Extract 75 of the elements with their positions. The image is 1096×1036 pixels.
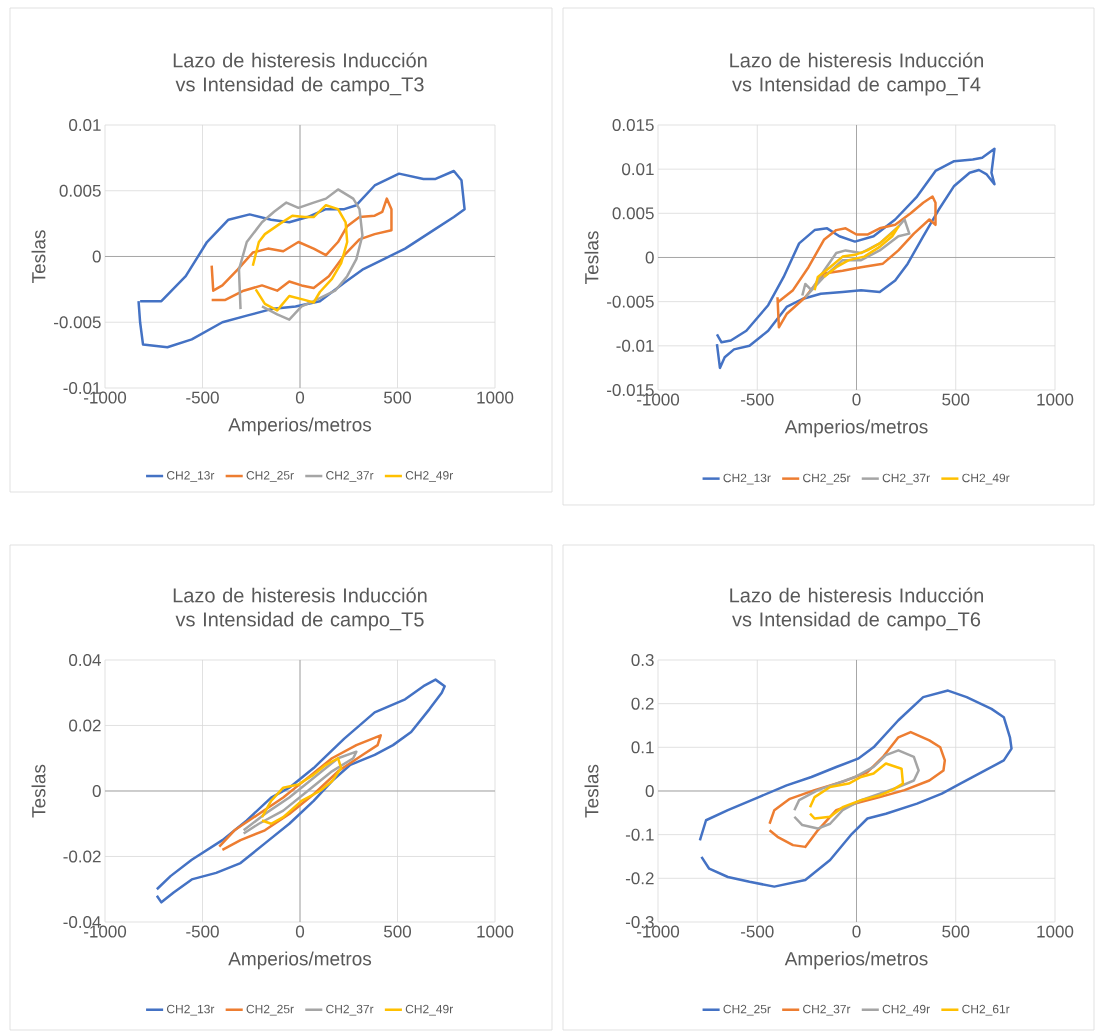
y-tick-label: 0 [92, 784, 101, 798]
legend-label: CH2_49r [405, 1004, 453, 1016]
y-tick-label: 0 [645, 251, 654, 264]
x-tick-label: 500 [942, 393, 970, 406]
x-axis-title: Amperios/metros [784, 419, 928, 438]
x-tick-label: 1000 [477, 391, 514, 404]
y-tick-label: -0.2 [625, 872, 654, 885]
line-series [776, 195, 937, 329]
y-tick-label: 0.005 [612, 207, 654, 220]
y-tick-label: -0.01 [616, 339, 654, 352]
x-axis-title: Amperios/metros [784, 951, 928, 970]
chart-title: Lazo de histeresis Inducción vs Intensidad de campo_T6 [730, 587, 983, 631]
line-series [210, 197, 393, 302]
line-series [808, 762, 905, 820]
x-tick-label: 500 [942, 925, 970, 938]
y-tick-label: 0.3 [631, 653, 654, 667]
line-series [137, 169, 466, 349]
legend-label: CH2_13r [167, 471, 215, 482]
legend-label: CH2_49r [405, 471, 453, 482]
legend-label: CH2_25r [723, 1004, 771, 1016]
x-tick-label: 500 [384, 925, 412, 938]
legend-label: CH2_49r [962, 473, 1010, 485]
legend-label: CH2_13r [723, 473, 771, 485]
y-tick-label: 0.01 [69, 118, 101, 132]
x-tick-label: -500 [186, 391, 219, 404]
x-tick-label: -500 [740, 925, 774, 938]
y-tick-label: 0.015 [612, 118, 654, 132]
legend-label: CH2_13r [167, 1004, 215, 1016]
x-tick-label: 1000 [1037, 925, 1074, 938]
line-series [251, 203, 349, 312]
x-tick-label: -500 [740, 393, 774, 406]
y-axis-title: Teslas [31, 230, 46, 283]
y-tick-label: -0.02 [63, 850, 101, 863]
line-series [698, 689, 1013, 888]
y-tick-label: 0.04 [69, 653, 101, 667]
x-tick-label: 0 [852, 925, 861, 938]
x-tick-label: 0 [295, 391, 305, 404]
x-axis-title: Amperios/metros [228, 417, 372, 436]
y-tick-label: 0 [645, 784, 654, 798]
y-axis-title: Teslas [31, 764, 46, 818]
legend-label: CH2_37r [326, 471, 374, 482]
chart-title: Lazo de histeresis Inducción vs Intensidad de campo_T4 [730, 52, 983, 96]
y-tick-label: -0.1 [625, 828, 654, 841]
legend-label: CH2_37r [326, 1004, 374, 1016]
x-tick-label: 500 [384, 391, 412, 404]
y-tick-label: 0.01 [622, 163, 654, 176]
y-tick-label: 0.005 [59, 184, 101, 197]
legend-label: CH2_61r [962, 1004, 1010, 1016]
line-series [813, 225, 900, 292]
legend-label: CH2_25r [803, 473, 851, 485]
x-tick-label: 1000 [1037, 393, 1074, 406]
x-axis-title: Amperios/metros [228, 951, 372, 970]
line-series [155, 678, 446, 904]
y-tick-label: 0.02 [69, 719, 101, 732]
legend-label: CH2_37r [882, 473, 930, 485]
line-series [715, 147, 996, 370]
legend-label: CH2_25r [246, 1004, 294, 1016]
y-axis-title: Teslas [584, 764, 599, 818]
legend-label: CH2_37r [803, 1004, 851, 1016]
y-tick-label: 0 [92, 250, 101, 263]
y-tick-label: 0.2 [631, 697, 654, 710]
legend-label: CH2_25r [246, 471, 294, 482]
y-axis-title: Teslas [584, 231, 599, 284]
x-tick-label: 0 [295, 925, 305, 938]
x-tick-label: 0 [852, 393, 861, 406]
chart-title: Lazo de histeresis Inducción vs Intensidad de campo_T3 [173, 52, 427, 96]
y-tick-label: 0.1 [631, 741, 654, 754]
x-tick-label: 1000 [477, 925, 514, 938]
line-series [260, 756, 343, 825]
chart-title: Lazo de histeresis Inducción vs Intensidad de campo_T5 [173, 587, 427, 631]
x-tick-label: -500 [186, 925, 219, 938]
line-series [237, 188, 364, 321]
y-tick-label: -0.005 [54, 316, 101, 329]
y-tick-label: -0.005 [607, 295, 654, 308]
legend-label: CH2_49r [882, 1004, 930, 1016]
